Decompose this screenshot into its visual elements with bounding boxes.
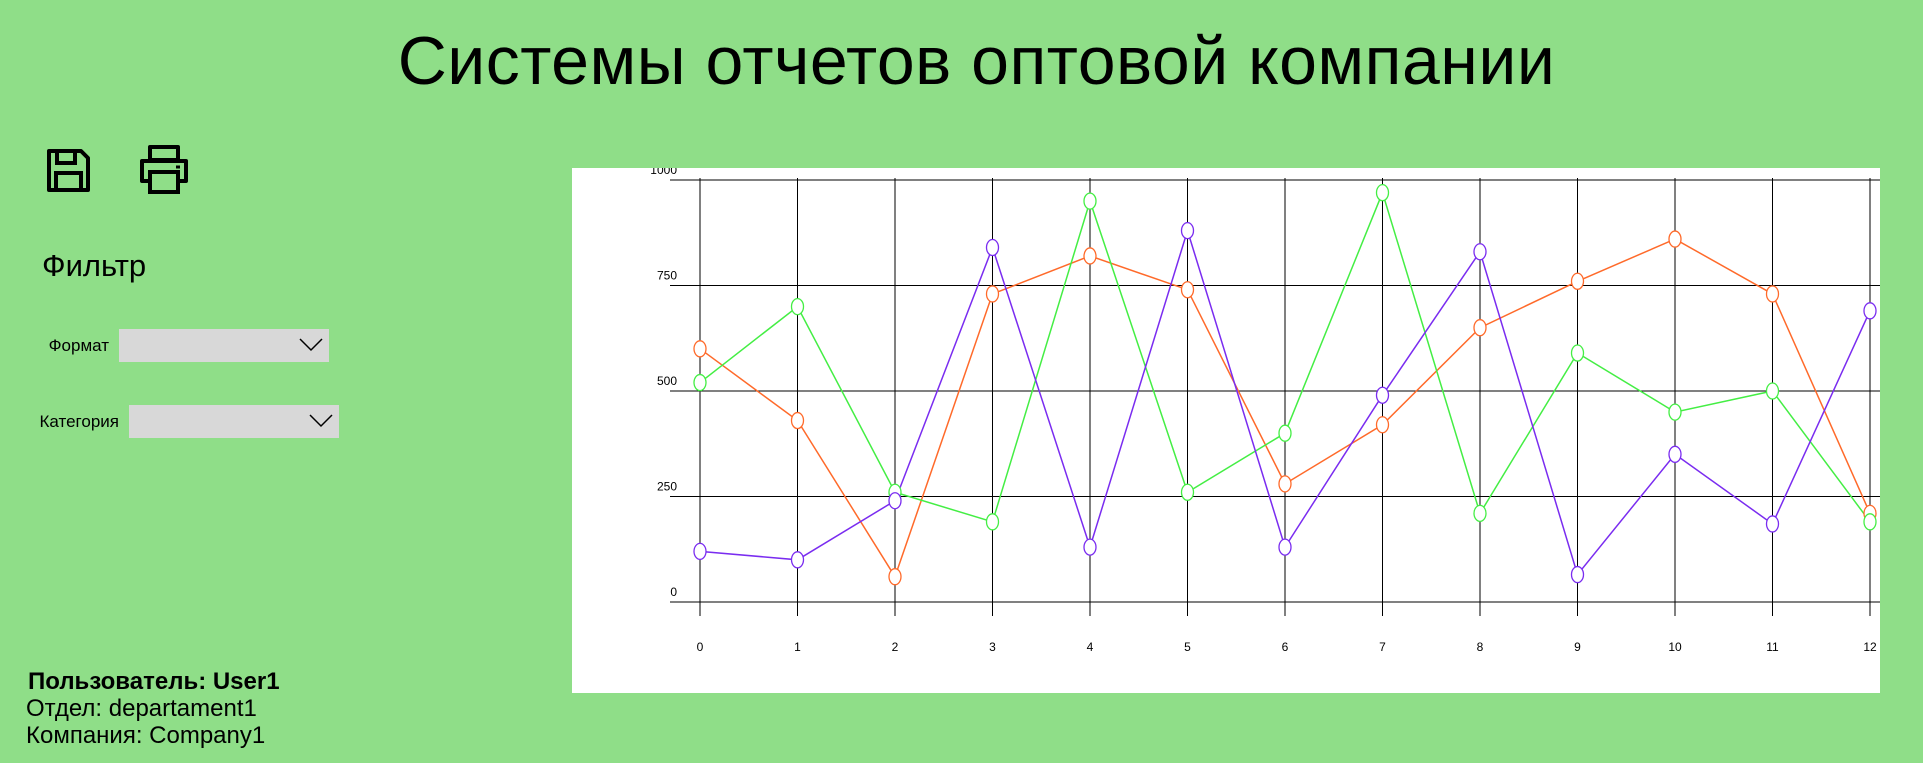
x-tick-label: 1 (794, 640, 801, 654)
data-point (888, 568, 902, 586)
data-point (1668, 230, 1682, 248)
data-point (1375, 416, 1390, 434)
data-point (1765, 382, 1780, 400)
x-tick-label: 3 (989, 640, 996, 654)
chevron-down-icon (309, 414, 333, 428)
data-point (1180, 483, 1195, 501)
x-tick-label: 0 (697, 640, 704, 654)
data-point (693, 542, 707, 561)
data-point (985, 238, 1000, 257)
data-point (1668, 403, 1682, 421)
data-point (1083, 538, 1097, 556)
x-tick-label: 4 (1087, 640, 1094, 654)
data-point (1570, 565, 1585, 584)
data-point (1668, 445, 1682, 463)
data-point (1180, 281, 1195, 299)
print-button[interactable] (134, 140, 194, 200)
data-point (888, 492, 902, 510)
format-label: Формат (48, 335, 109, 355)
filter-title: Фильтр (42, 248, 147, 283)
data-point (790, 297, 805, 316)
y-tick-label: 0 (670, 585, 677, 599)
data-point (1180, 221, 1195, 240)
data-point (1570, 344, 1585, 362)
user-company: Компания: Company1 (26, 722, 266, 749)
data-point (1863, 302, 1877, 320)
data-point (693, 340, 707, 358)
data-point (985, 285, 1000, 303)
save-button[interactable] (38, 140, 98, 200)
y-tick-label: 250 (657, 480, 677, 494)
data-point (1083, 247, 1097, 265)
category-select[interactable] (129, 405, 339, 438)
x-tick-label: 12 (1863, 640, 1877, 654)
printer-icon (140, 145, 188, 194)
data-point (1375, 184, 1390, 202)
category-label: Категория (39, 411, 119, 431)
save-icon (47, 149, 90, 192)
category-filter: Категория (38, 405, 339, 438)
x-tick-label: 8 (1477, 640, 1484, 654)
format-filter: Формат (48, 329, 329, 362)
data-point (1863, 513, 1877, 531)
data-point (1570, 272, 1585, 290)
data-point (1278, 424, 1292, 442)
data-point (790, 411, 805, 430)
data-point (790, 551, 805, 569)
x-tick-label: 11 (1766, 640, 1779, 654)
data-point (1473, 243, 1487, 261)
y-tick-label: 1000 (650, 168, 677, 177)
data-point (1765, 515, 1780, 533)
x-tick-label: 9 (1574, 640, 1581, 654)
x-tick-label: 7 (1379, 640, 1386, 654)
data-point (1473, 319, 1487, 337)
user-department: Отдел: departament1 (26, 695, 257, 722)
user-name: Пользователь: User1 (28, 668, 280, 695)
x-tick-label: 6 (1282, 640, 1289, 654)
data-point (1375, 386, 1390, 404)
data-point (985, 513, 1000, 531)
user-info: Пользователь: User1 Отдел: departament1 … (26, 668, 280, 749)
data-point (1278, 538, 1292, 556)
data-point (1083, 192, 1097, 210)
data-point (693, 373, 707, 392)
y-tick-label: 500 (657, 374, 677, 388)
format-select[interactable] (119, 329, 329, 362)
page-title: Системы отчетов оптовой компании (397, 23, 1556, 99)
x-tick-label: 10 (1668, 640, 1682, 654)
y-tick-label: 750 (657, 269, 677, 283)
chevron-down-icon (299, 338, 323, 352)
chart-panel: 0 250 500 750 1000 0 1 2 3 4 5 6 7 8 9 10 11 12 (572, 168, 1880, 693)
data-point (1278, 475, 1292, 493)
data-point (1473, 504, 1487, 523)
data-point (1765, 285, 1780, 303)
x-tick-label: 2 (892, 640, 899, 654)
x-tick-label: 5 (1184, 640, 1191, 654)
